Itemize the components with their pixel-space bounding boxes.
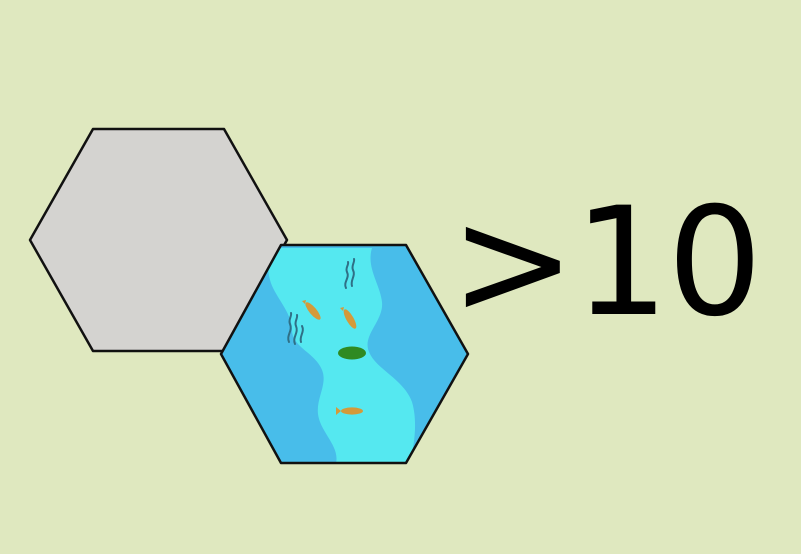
lily-pad-icon bbox=[338, 346, 366, 360]
tile-count-requirement: >10 bbox=[450, 176, 763, 350]
reeds-icon bbox=[287, 258, 356, 345]
water-hex-border bbox=[219, 243, 470, 465]
fish-icon bbox=[302, 300, 363, 415]
water-hex-tile[interactable] bbox=[219, 243, 470, 465]
